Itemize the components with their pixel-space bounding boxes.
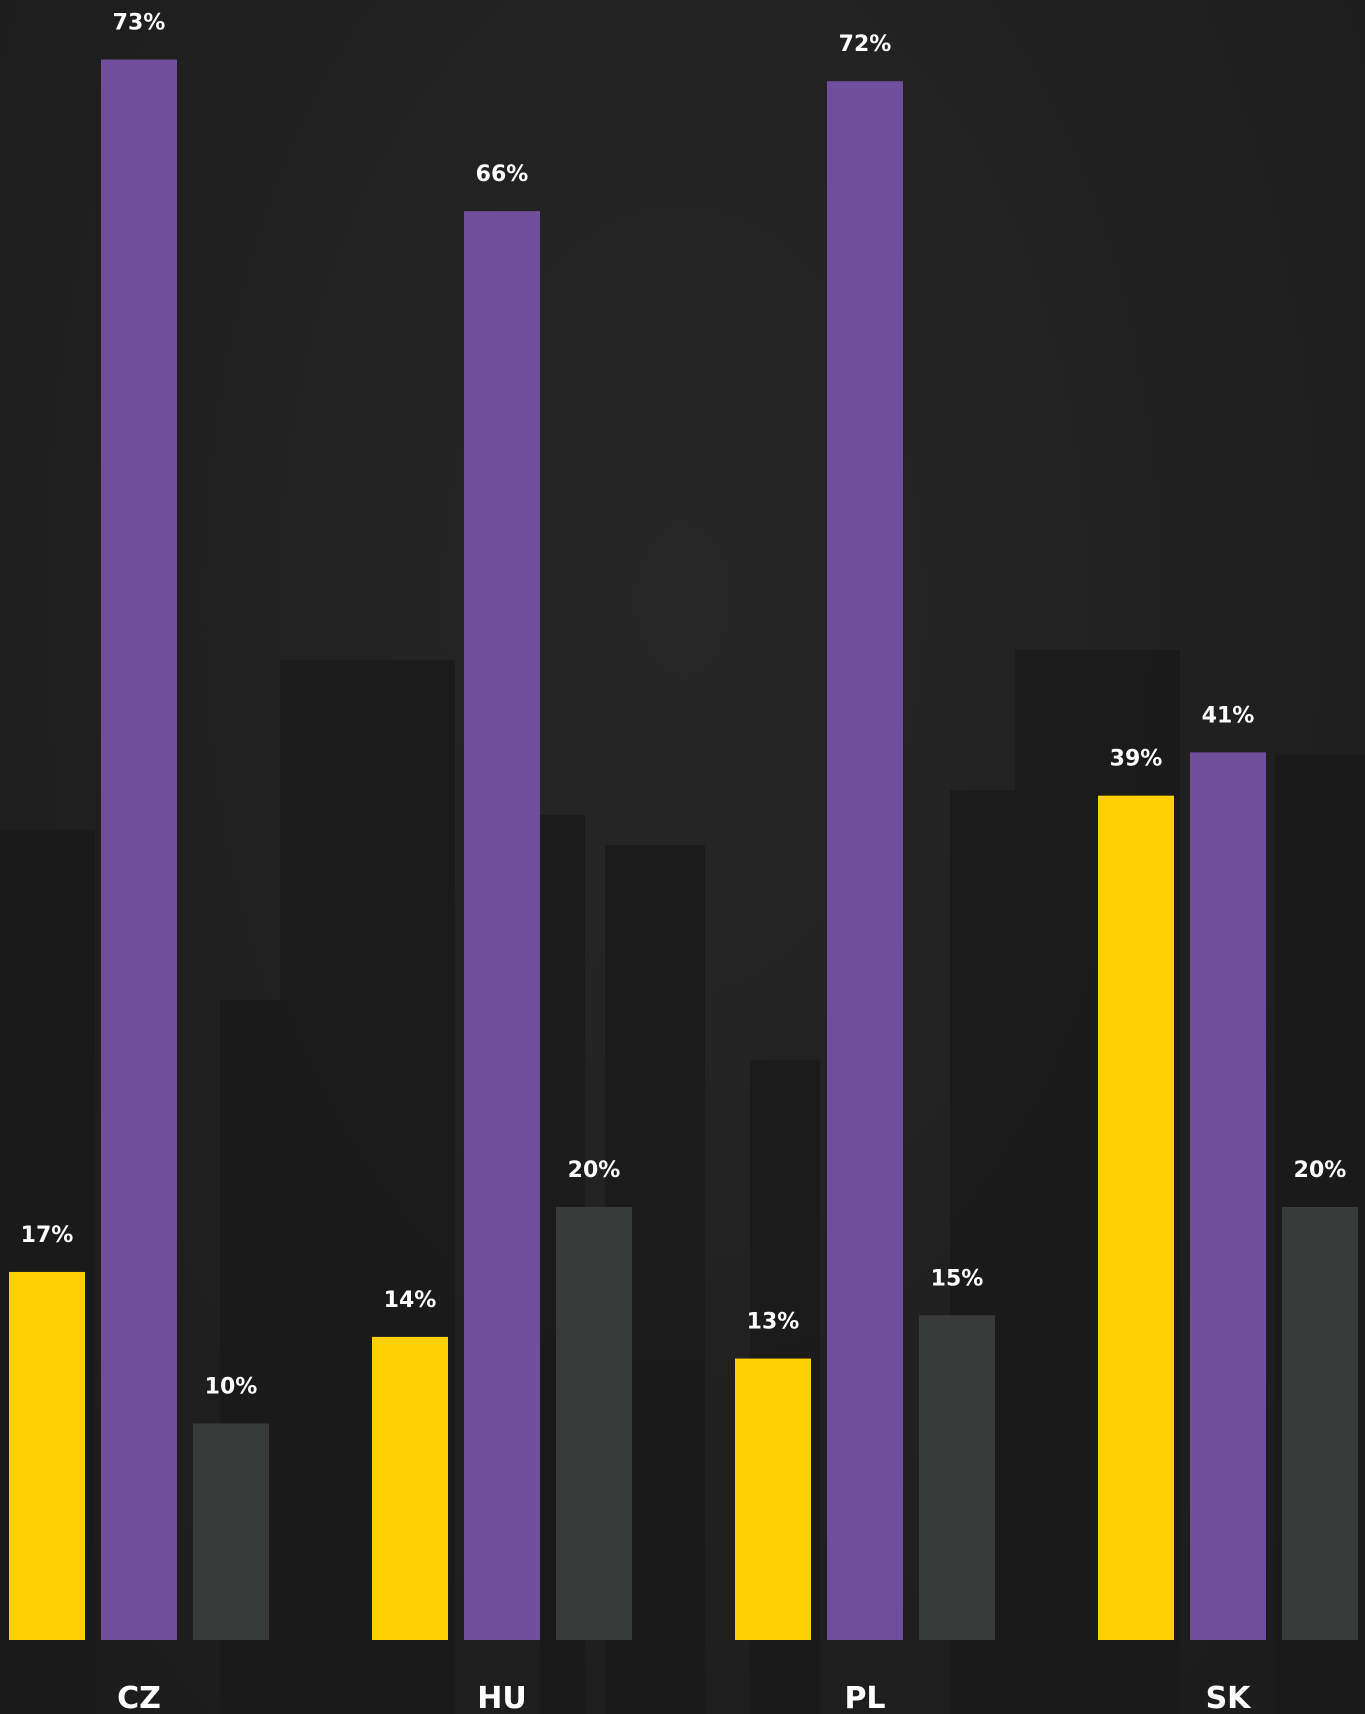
bar-hu-purple bbox=[464, 211, 540, 1641]
value-label-sk-yellow: 39% bbox=[1110, 747, 1163, 772]
bar-sk-gray bbox=[1282, 1207, 1358, 1640]
value-label-pl-purple: 72% bbox=[839, 32, 892, 57]
value-label-cz-gray: 10% bbox=[205, 1375, 258, 1400]
category-label-cz: CZ bbox=[117, 1681, 161, 1714]
value-label-pl-gray: 15% bbox=[931, 1266, 984, 1291]
value-label-hu-gray: 20% bbox=[568, 1158, 621, 1183]
bar-sk-yellow bbox=[1098, 795, 1174, 1640]
bar-cz-yellow bbox=[9, 1271, 85, 1640]
bar-pl-yellow bbox=[735, 1358, 811, 1640]
bar-hu-gray bbox=[556, 1207, 632, 1640]
value-label-pl-yellow: 13% bbox=[747, 1310, 800, 1335]
category-label-sk: SK bbox=[1206, 1681, 1253, 1714]
bar-pl-purple bbox=[827, 81, 903, 1641]
value-label-sk-purple: 41% bbox=[1202, 703, 1255, 728]
bar-cz-gray bbox=[193, 1423, 269, 1640]
value-label-sk-gray: 20% bbox=[1294, 1158, 1347, 1183]
value-label-hu-yellow: 14% bbox=[384, 1288, 437, 1313]
value-label-cz-purple: 73% bbox=[113, 11, 166, 36]
category-label-pl: PL bbox=[844, 1681, 885, 1714]
bar-sk-purple bbox=[1190, 752, 1266, 1640]
category-label-hu: HU bbox=[477, 1681, 526, 1714]
value-label-hu-purple: 66% bbox=[476, 162, 529, 187]
bar-hu-yellow bbox=[372, 1336, 448, 1640]
bar-cz-purple bbox=[101, 59, 177, 1640]
bar-pl-gray bbox=[919, 1315, 995, 1640]
value-label-cz-yellow: 17% bbox=[21, 1223, 74, 1248]
